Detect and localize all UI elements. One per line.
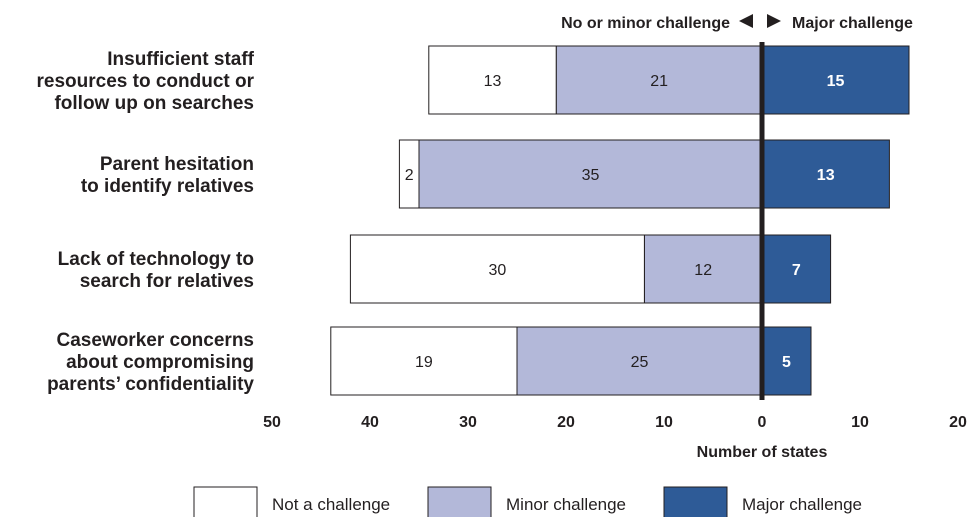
bar-major-challenge [761, 139, 890, 209]
x-tick-label: 50 [263, 414, 281, 431]
right-arrow-icon [767, 14, 781, 28]
x-tick-label: 20 [557, 414, 575, 431]
data-label: 25 [631, 354, 649, 371]
category-label: Caseworker concerns about compromising par… [47, 330, 254, 395]
data-label: 7 [792, 262, 801, 279]
category-label: Lack of technology to search for relative… [58, 249, 254, 292]
data-label: 2 [405, 167, 414, 184]
data-label: 30 [489, 262, 507, 279]
bar-not-a-challenge [428, 45, 557, 115]
data-label: 5 [782, 354, 791, 371]
legend-label-not-a-challenge: Not a challenge [272, 495, 390, 514]
data-label: 15 [827, 73, 845, 90]
x-tick-label: 10 [851, 414, 869, 431]
x-tick-label: 10 [655, 414, 673, 431]
x-tick-label: 40 [361, 414, 379, 431]
legend-label-major-challenge: Major challenge [742, 495, 862, 514]
bar-not-a-challenge [330, 326, 518, 396]
bar-not-a-challenge [349, 234, 645, 304]
category-label: Insufficient staff resources to conduct o… [37, 49, 255, 114]
x-tick-label: 0 [758, 414, 767, 431]
data-label: 35 [582, 167, 600, 184]
x-tick-label: 30 [459, 414, 477, 431]
left-arrow-icon [739, 14, 753, 28]
bar-minor-challenge [643, 234, 763, 304]
direction-label-left: No or minor challenge [561, 15, 730, 32]
bar-not-a-challenge [398, 139, 420, 209]
data-label: 13 [484, 73, 502, 90]
data-label: 21 [650, 73, 668, 90]
bar-major-challenge [761, 45, 910, 115]
category-label: Parent hesitation to identify relatives [81, 154, 254, 197]
data-label: 13 [817, 167, 835, 184]
bar-major-challenge [761, 326, 812, 396]
legend-label-minor-challenge: Minor challenge [506, 495, 626, 514]
legend-swatch-minor-challenge [427, 486, 492, 517]
direction-label-right: Major challenge [792, 15, 913, 32]
data-label: 12 [694, 262, 712, 279]
bar-minor-challenge [418, 139, 763, 209]
legend-swatch-not-a-challenge [193, 486, 258, 517]
data-label: 19 [415, 354, 433, 371]
x-axis-title: Number of states [697, 444, 828, 461]
legend-swatch-major-challenge [663, 486, 728, 517]
bar-minor-challenge [555, 45, 763, 115]
x-tick-label: 20 [949, 414, 967, 431]
